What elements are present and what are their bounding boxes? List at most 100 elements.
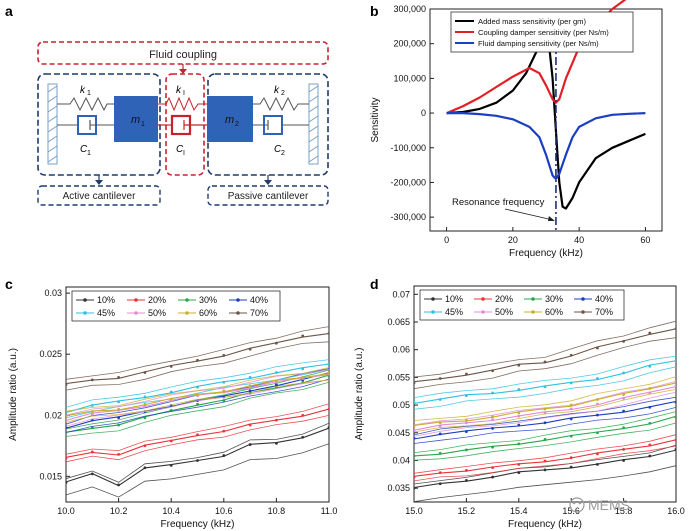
watermark-icon [569,497,585,513]
ampc-series-1-band-2 [66,403,329,455]
ampd-plot-frame [413,285,677,503]
ampd-point-2-3 [491,445,494,449]
kc-subscript: I [183,90,185,97]
ampd-point-2-1 [438,451,442,455]
ampc-series-6-band-0 [66,379,329,423]
left-wall [47,83,58,165]
ampd-legend-marker-0 [431,297,435,301]
ampd-legend-label: 40% [595,294,613,304]
ampd-point-1-0 [414,475,416,479]
sens-ytick-label: 300,000 [393,4,426,14]
ampc-point-4-6 [222,380,226,384]
ampd-point-7-8 [622,339,625,343]
ampd-point-6-4 [517,411,521,415]
ampd-point-5-7 [596,402,599,406]
ampd-series-2-band-2 [414,411,676,453]
ampc-point-6-5 [196,393,199,396]
ampc-point-1-1 [90,450,94,454]
ampc-point-0-8 [275,441,278,445]
ampd-point-5-6 [569,407,573,411]
ampc-point-0-7 [248,443,252,446]
ampc-plot-area [66,326,329,498]
ampc-point-6-0 [66,415,68,418]
ampc-legend-label: 45% [97,308,115,318]
ampc-legend-label: 30% [199,295,217,305]
ampd-series-6-band-2 [414,376,676,421]
ampd-legend-marker-4 [431,310,435,314]
ampd-legend-label: 20% [495,294,513,304]
ampd-series-7-band-1 [414,328,676,383]
ampd-point-5-0 [414,428,416,432]
spring-k2 [253,96,309,112]
ampc-point-3-8 [275,383,278,387]
sens-plot-frame [429,8,663,232]
ampc-point-1-5 [196,433,199,437]
ampc-ytick-label: 0.025 [39,349,62,359]
ampd-point-6-7 [596,398,599,401]
ampc-point-7-0 [66,383,68,387]
ampd-series-6-band-0 [414,389,676,433]
ampc-point-6-4 [169,397,173,401]
ampd-point-6-6 [569,403,573,407]
ampd-ytick-label: 0.065 [387,317,410,327]
sens-series-line-2 [446,111,646,181]
m2-label: m [225,114,234,126]
ampc-point-2-5 [196,402,199,406]
ampd-point-4-7 [596,377,599,380]
ampd-series-1-band-2 [414,434,676,474]
right-wall [308,83,319,165]
ampc-point-1-3 [143,444,147,448]
ampd-point-5-8 [622,397,625,400]
ampc-point-4-5 [196,385,199,389]
ampd-point-2-6 [569,434,573,438]
ampd-point-5-4 [517,414,521,418]
ampd-point-0-9 [648,454,652,458]
c2-subscript: 2 [281,150,285,157]
ampc-point-2-3 [143,416,147,420]
ampd-legend-label: 60% [545,307,563,317]
ampc-xtick-label: 10.8 [268,506,286,516]
spring-k1 [57,96,114,112]
ampd-point-6-1 [438,421,442,425]
ampd-xlabel: Frequency (kHz) [508,519,582,530]
ampc-point-4-9 [301,367,305,371]
resonance-arrowhead [547,216,555,221]
sens-ytick-label: 0 [421,108,426,118]
m1-subscript: 1 [141,121,145,128]
ampc-point-7-9 [301,334,305,338]
ampd-point-0-3 [491,475,494,479]
ampd-series-5-band-0 [414,391,676,437]
m1-label: m [131,114,140,126]
ampd-point-4-8 [622,371,625,375]
ampd-point-2-10 [674,415,676,419]
ampd-point-0-10 [674,447,676,451]
ampd-point-3-3 [491,426,494,430]
ampc-legend-label: 40% [250,295,268,305]
ampd-point-5-10 [674,384,676,388]
c2-label: C [274,144,282,155]
ampc-legend-marker-3 [236,298,240,302]
ampc-legend-marker-4 [83,311,87,315]
ampc-point-6-10 [327,371,329,374]
ampc-series-2-band-0 [66,381,329,437]
ampc-legend-box [71,290,281,322]
ampd-point-7-3 [491,369,494,373]
ampd-point-2-9 [648,421,652,425]
ampd-point-4-3 [491,391,494,395]
ampc-point-0-5 [196,459,199,462]
ampd-point-7-7 [596,346,599,350]
ampc-point-4-1 [90,404,94,407]
ampc-series-6-band-2 [66,367,329,412]
ampc-point-0-10 [327,426,329,429]
ampd-series-3-band-2 [414,396,676,436]
sens-ytick-label: -200,000 [390,177,426,187]
ampc-point-7-10 [327,332,329,335]
kc-label: k [176,85,182,96]
ampd-ytick-label: 0.045 [387,428,410,438]
panel-label-c: c [5,276,13,292]
coupled-cantilever-schematic: Fluid coupling m 1 m 2 [37,41,329,206]
ampd-point-1-10 [674,438,676,442]
ampd-point-5-2 [465,421,468,425]
ampd-point-1-6 [569,456,573,460]
ampd-point-4-5 [543,385,547,389]
